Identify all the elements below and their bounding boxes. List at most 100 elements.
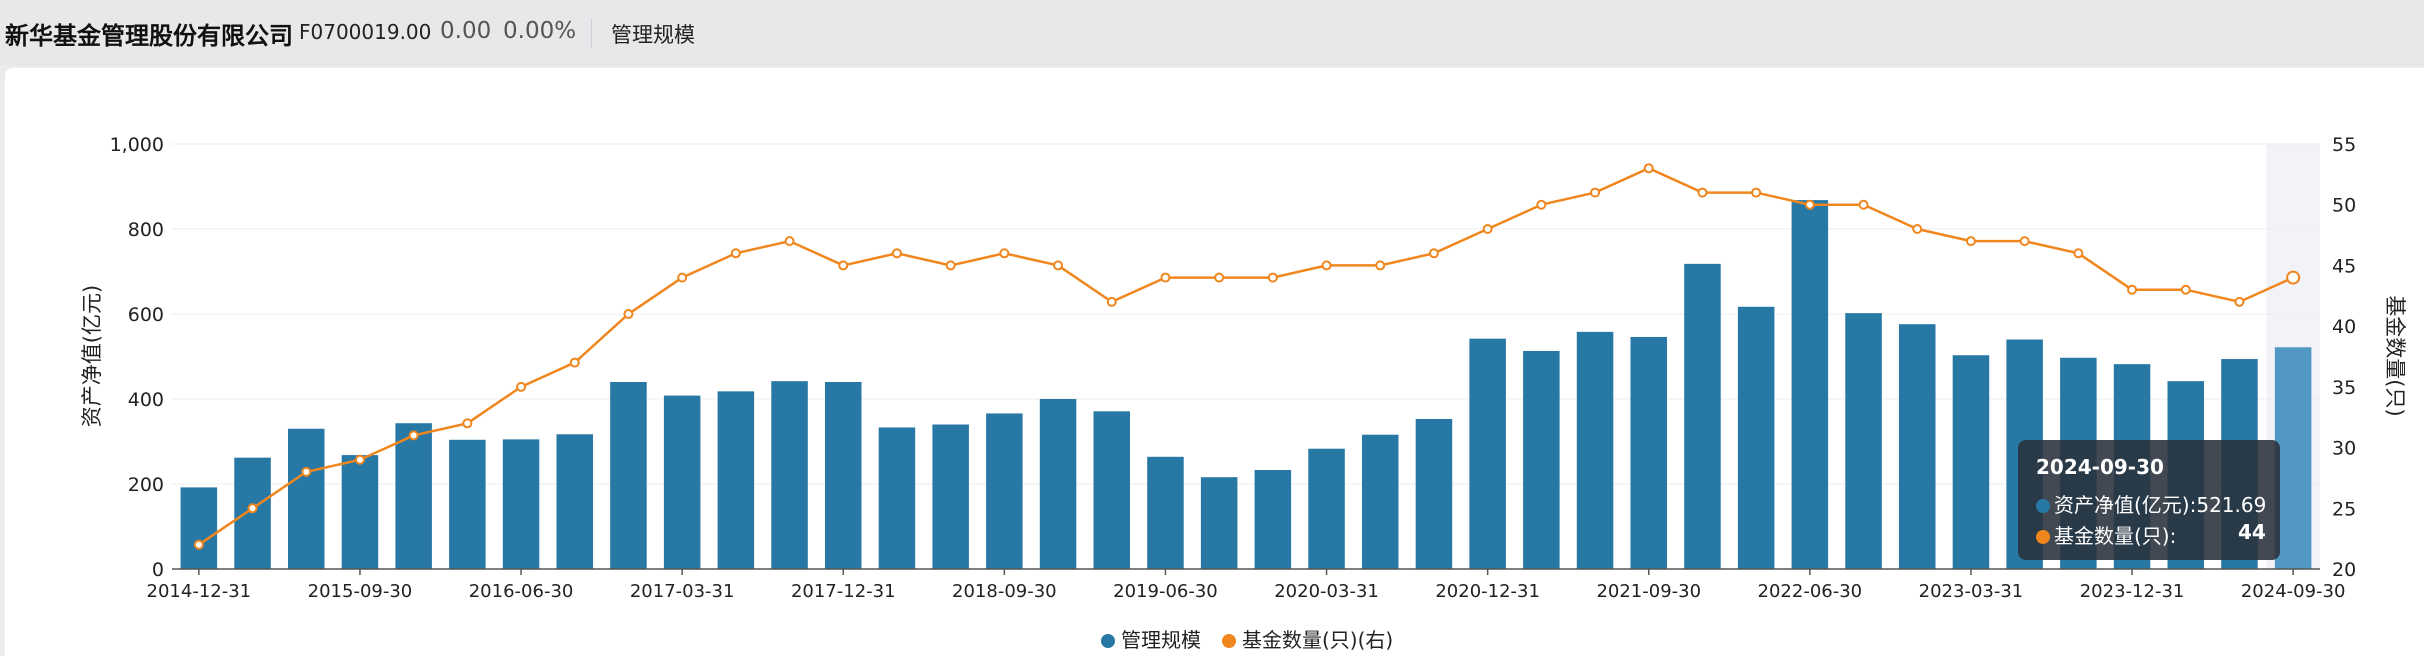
legend-bar-marker-icon [1101,634,1115,648]
line-point [1053,260,1064,271]
change-percent: 0.00% [503,18,577,44]
bar [234,457,271,569]
y-right-axis-title: 基金数量(只) [2383,295,2407,416]
x-tick-label: 2015-09-30 [308,581,413,602]
y-right-tick-label: 45 [2332,255,2356,277]
bar [771,381,808,569]
line-point [354,454,365,465]
line-point [2019,236,2030,247]
tooltip-date: 2024-09-30 [2036,455,2164,479]
tooltip-row-assets: 资产净值(亿元):521.69 [2036,489,2266,518]
line-point [2180,284,2191,295]
y-left-tick-label: 600 [128,304,164,326]
line-point [891,248,902,259]
bar [1898,324,1936,569]
line-point [1697,187,1708,198]
x-tick-label: 2017-03-31 [630,581,735,602]
bar [395,423,432,569]
x-tick-label: 2023-12-31 [2080,581,2185,602]
line-point [301,466,312,477]
tab-management-scale[interactable]: 管理规模 [611,23,695,47]
y-right-tick-label: 55 [2332,134,2356,156]
line-point [945,260,956,271]
x-tick-label: 2024-09-30 [2241,581,2346,602]
line-point [784,236,795,247]
x-tick-label: 2020-03-31 [1274,581,1379,602]
line-point [2234,296,2245,307]
bar [1737,306,1775,569]
x-tick-label: 2020-12-31 [1435,581,1540,602]
bar [556,434,594,569]
y-left-tick-label: 800 [128,219,164,241]
bar [449,439,486,569]
company-name: 新华基金管理股份有限公司 [5,22,293,50]
y-left-axis-title: 资产净值(亿元) [80,285,104,427]
line-point [1643,163,1654,174]
x-tick-label: 2021-09-30 [1596,581,1701,602]
bar [717,391,755,569]
tooltip-row-fund-count: 基金数量(只): [2036,520,2176,549]
line-point [999,248,1010,259]
line-path [198,166,2294,546]
bar [1684,263,1721,569]
bar [2274,347,2312,569]
y-left-tick-label: 1,000 [110,134,164,156]
line-point [730,248,741,259]
y-right-tick-label: 40 [2332,316,2356,338]
x-tick-label: 2022-06-30 [1758,581,1863,602]
bar [1576,331,1614,569]
chart-legend: 管理规模 基金数量(只)(右) [0,624,2424,652]
line-point [1267,272,1278,283]
y-left-tick-label: 200 [128,474,164,496]
x-tick-label: 2017-12-31 [791,581,896,602]
y-right-tick-label: 20 [2332,559,2356,581]
line-point [1106,296,1117,307]
line-point [1804,199,1815,210]
bar [610,382,647,569]
tooltip-assets-label: 资产净值(亿元): [2054,493,2197,517]
bar [341,455,379,569]
bar [180,487,218,569]
axes: 0 200 400 600 800 1,000 20 25 30 35 40 45 50 55 2014-1… [80,134,2407,602]
line-point [1428,248,1439,259]
bar [1469,338,1506,569]
bar [1039,399,1077,569]
bar [502,439,540,569]
y-right-tick-label: 50 [2332,195,2356,217]
bar [1415,418,1453,569]
line-point [2127,284,2138,295]
line-point [1482,224,1493,234]
line-point [1160,272,1171,283]
line-point [677,272,688,283]
y-left-tick-label: 0 [152,559,164,581]
bar [1791,200,1829,569]
line-point [2286,270,2301,285]
legend-item-bar[interactable]: 管理规模 [1101,624,1201,653]
y-right-tick-label: 25 [2332,498,2356,520]
header-bar: 新华基金管理股份有限公司 F0700019.00 0.00 0.00% 管理规模 [0,0,2424,66]
bar [1630,336,1668,569]
line-point [2073,248,2084,259]
fund-code: F0700019.00 [299,20,432,44]
line-point [1912,224,1923,234]
price-value: 0.00 [440,18,492,44]
tooltip-count-label: 基金数量(只): [2054,524,2177,548]
y-right-tick-label: 30 [2332,438,2356,460]
legend-item-line[interactable]: 基金数量(只)(右) [1222,624,1393,653]
line-point [1858,199,1869,210]
line-point [516,381,527,392]
x-tick-label: 2016-06-30 [469,581,574,602]
line-point [1965,236,1976,247]
bar [1523,350,1560,569]
bar [986,413,1023,569]
bar [1147,456,1184,569]
bar [1361,434,1399,569]
tooltip-assets-value: 521.69 [2196,493,2267,517]
bar [1308,448,1345,569]
x-tick-label: 2019-06-30 [1113,581,1218,602]
line-point [1214,272,1225,283]
bar [287,428,325,569]
x-tick-label: 2018-09-30 [952,581,1057,602]
x-tick-label: 2014-12-31 [147,581,252,602]
line-series [193,163,2301,550]
